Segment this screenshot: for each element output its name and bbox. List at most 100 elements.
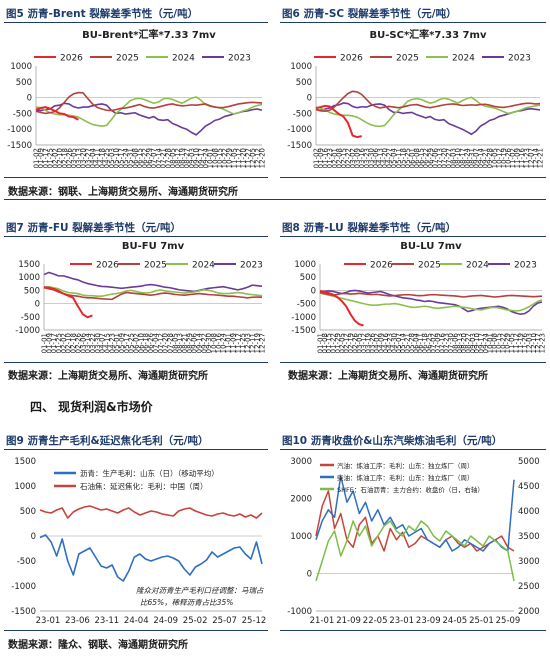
- fig7-legend-label-2023: 2023: [240, 261, 263, 271]
- fig7-xtick-16: 05-09: [118, 333, 126, 353]
- fig6-xtick-31: 08-10: [454, 148, 462, 168]
- fig8-xtick-7: 02-19: [347, 333, 355, 353]
- fig7-xtick-40: 11-17: [234, 333, 242, 353]
- fig8-xtick-21: 05-28: [408, 333, 416, 353]
- fig8-xtick-41: 10-15: [495, 333, 503, 353]
- fig8-xtick-13: 04-02: [373, 333, 381, 353]
- fig5-xtick-26: 07-14: [155, 147, 163, 168]
- fig8-series-2024: [319, 292, 543, 312]
- fig5-xtick-29: 08-05: [169, 148, 177, 168]
- fig8-xtick-27: 07-09: [434, 333, 442, 353]
- fig8-xtick-9: 03-05: [356, 333, 364, 353]
- fig5-xtick-47: 12-12: [254, 148, 262, 168]
- fig6-xtick-49: 12-21: [537, 148, 545, 168]
- fig10-ytick-right-4: 3000: [518, 557, 540, 567]
- fig8-xtick-20: 05-21: [404, 333, 412, 353]
- fig9-xtick-5: 25-02: [183, 616, 208, 626]
- fig8-xtick-18: 05-07: [395, 333, 403, 353]
- fig6-xtick-47: 12-07: [527, 148, 535, 168]
- row1-source-rule: [4, 199, 546, 200]
- fig7-ytick-1: 1000: [18, 273, 40, 283]
- fig6-xtick-33: 08-24: [463, 147, 471, 168]
- fig6-xtick-39: 10-05: [491, 148, 499, 168]
- fig5-xtick-33: 09-03: [188, 148, 196, 168]
- fig6-xtick-32: 08-17: [459, 148, 467, 168]
- fig7-chart-title: BU-FU 7mv: [122, 241, 185, 252]
- fig7-xtick-11: 03-30: [94, 333, 102, 353]
- fig7-xtick-43: 12-11: [249, 333, 257, 353]
- fig8-ytick-3: -500: [297, 300, 316, 310]
- fig9-series-1: [39, 505, 263, 519]
- fig6-xtick-17: 05-04: [390, 147, 398, 168]
- fig10-label: 图10 沥青收盘价&山东汽柴炼油毛利（元/吨）: [282, 435, 503, 447]
- fig5-xtick-48: 12-20: [259, 148, 267, 168]
- fig8-xtick-42: 10-22: [499, 333, 507, 353]
- fig8-bottom-rule: [280, 362, 546, 363]
- fig7-series-2026: [43, 285, 93, 319]
- fig7-series-2025: [43, 286, 263, 301]
- fig6-xtick-27: 07-13: [436, 148, 444, 168]
- fig7-xtick-21: 06-18: [142, 333, 150, 353]
- fig5-xtick-3: 01-25: [47, 148, 55, 168]
- fig5-xtick-35: 09-17: [197, 148, 205, 168]
- fig10-series-0: [315, 490, 515, 552]
- fig6-xtick-26: 07-06: [431, 147, 439, 168]
- fig8-xtick-22: 06-04: [412, 332, 420, 353]
- fig5-xtick-21: 06-08: [131, 148, 139, 168]
- fig7-legend-label-2025: 2025: [144, 261, 167, 271]
- fig8-xtick-26: 07-02: [430, 333, 438, 353]
- fig6-xtick-42: 10-26: [505, 147, 513, 168]
- fig6-xtick-1: 01-09: [317, 148, 325, 168]
- fig8-chart: BU-LU 7mv 2026 2025 2024 2023 1000 500 0 -500 -10…: [291, 241, 546, 353]
- fig8-ytick-0: 1000: [294, 260, 316, 270]
- fig5-series-2023: [35, 102, 263, 136]
- fig5-xtick-7: 02-26: [65, 147, 73, 168]
- fig10-ytick-right-2: 4000: [518, 507, 540, 517]
- fig6-xtick-34: 08-31: [468, 148, 476, 168]
- fig9-ytick-0: 1500: [14, 457, 36, 467]
- fig8-legend-label-2026: 2026: [370, 261, 393, 271]
- fig7-xtick-24: 07-12: [157, 333, 165, 353]
- fig6-title-rule: [280, 22, 546, 23]
- fig5-xtick-9: 03-13: [75, 148, 83, 168]
- fig5-xtick-31: 08-19: [178, 148, 186, 168]
- fig7-xtick-45: 12-27: [259, 333, 267, 353]
- fig8-xtick-6: 02-12: [343, 333, 351, 353]
- fig6-ytick-1: 500: [296, 78, 312, 88]
- fig8-ytick-5: -1500: [291, 326, 316, 336]
- fig8-xtick-12: 03-26: [369, 332, 377, 353]
- fig8-xtick-23: 06-11: [417, 333, 425, 353]
- fig8-legend-label-2024: 2024: [466, 261, 489, 271]
- fig6-legend-label-2024: 2024: [452, 54, 475, 64]
- fig10-ytick-left-2: 1000: [290, 532, 312, 542]
- fig10-xtick-2: 22-05: [363, 616, 388, 626]
- fig6-xtick-45: 11-16: [518, 147, 526, 168]
- fig5-xtick-32: 08-27: [183, 148, 191, 168]
- fig8-xtick-16: 04-23: [386, 333, 394, 353]
- fig5-ytick-2: 0: [27, 94, 32, 104]
- fig8-xtick-33: 08-20: [460, 333, 468, 353]
- fig5-bottom-rule: [4, 177, 268, 178]
- fig7-xtick-20: 06-10: [137, 333, 145, 353]
- fig9-ytick-2: 500: [20, 507, 36, 517]
- fig7-xtick-29: 08-21: [181, 333, 189, 353]
- fig5-chart: BU-Brent*汇率*7.33 7mv 2026 2025 2024 2023 1000…: [7, 28, 267, 168]
- fig10-chart: 3000 2000 1000 0 -1000 5000 4500 4000 3500 3000 25…: [287, 457, 540, 626]
- fig9-ytick-3: 0: [31, 532, 36, 542]
- fig7-xtick-32: 09-14: [196, 332, 204, 353]
- fig8-xtick-11: 03-19: [364, 333, 372, 353]
- fig7-xtick-33: 09-22: [200, 333, 208, 353]
- fig6-xtick-15: 04-20: [381, 148, 389, 168]
- fig6-series-2025: [315, 90, 541, 112]
- fig6-xtick-37: 09-21: [482, 148, 490, 168]
- fig7-xtick-23: 07-04: [152, 332, 160, 353]
- fig6-xtick-18: 05-11: [395, 148, 403, 168]
- fig9-xtick-7: 25-12: [242, 616, 267, 626]
- fig7-xtick-17: 05-17: [123, 333, 131, 353]
- fig6-xtick-3: 01-23: [326, 148, 334, 168]
- fig6-xtick-35: 09-07: [473, 148, 481, 168]
- fig8-source: 数据来源：上海期货交易所、海通期货研究所: [288, 371, 488, 382]
- fig6-xtick-48: 12-14: [532, 147, 540, 168]
- fig7-legend-label-2024: 2024: [192, 261, 215, 271]
